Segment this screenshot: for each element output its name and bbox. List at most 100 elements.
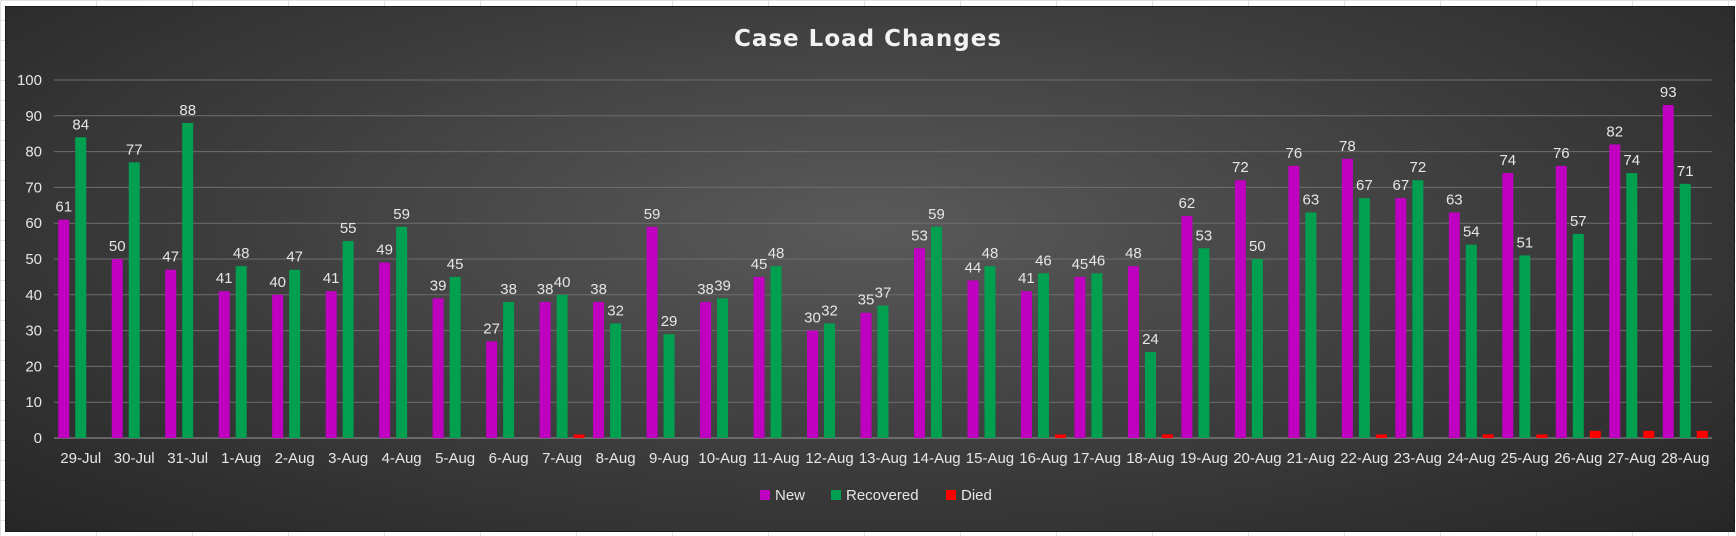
data-label-recovered: 53 xyxy=(1196,227,1213,244)
bar-recovered xyxy=(75,137,87,438)
bar-recovered xyxy=(770,266,782,438)
data-label-recovered: 39 xyxy=(714,277,731,294)
bar-died xyxy=(1375,434,1387,438)
data-label-new: 50 xyxy=(109,238,126,255)
bar-new xyxy=(1234,180,1246,439)
x-tick-label: 4-Aug xyxy=(382,450,422,467)
legend-swatch-died xyxy=(946,490,956,500)
x-tick-label: 22-Aug xyxy=(1340,450,1388,467)
x-tick-label: 12-Aug xyxy=(805,450,853,467)
bar-recovered xyxy=(663,334,675,438)
bar-died xyxy=(1589,430,1601,438)
gridlines xyxy=(54,79,1712,439)
bars xyxy=(58,105,1708,439)
data-label-recovered: 32 xyxy=(607,302,624,319)
data-label-recovered: 50 xyxy=(1249,238,1266,255)
data-label-new: 40 xyxy=(269,274,286,291)
data-label-new: 48 xyxy=(1125,245,1142,262)
x-tick-label: 18-Aug xyxy=(1126,450,1174,467)
data-label-recovered: 24 xyxy=(1142,331,1159,348)
data-label-new: 38 xyxy=(590,281,607,298)
legend-label-new: New xyxy=(775,487,805,504)
data-label-recovered: 54 xyxy=(1463,224,1480,241)
data-label-recovered: 74 xyxy=(1623,152,1640,169)
x-tick-label: 28-Aug xyxy=(1661,450,1709,467)
bar-recovered xyxy=(717,298,729,438)
data-label-recovered: 84 xyxy=(72,116,89,133)
legend-swatch-recovered xyxy=(831,490,841,500)
bar-new xyxy=(1288,165,1300,439)
bar-died xyxy=(573,434,585,438)
data-label-new: 38 xyxy=(537,281,554,298)
x-tick-label: 1-Aug xyxy=(221,450,261,467)
bar-new xyxy=(1609,144,1621,438)
bar-new xyxy=(860,312,872,438)
x-tick-label: 11-Aug xyxy=(752,450,799,467)
y-tick-label: 60 xyxy=(25,215,42,232)
data-label-recovered: 67 xyxy=(1356,177,1373,194)
y-tick-label: 80 xyxy=(25,144,42,161)
data-label-new: 27 xyxy=(483,320,500,337)
bar-new xyxy=(58,219,70,438)
bar-recovered xyxy=(1626,173,1638,438)
data-label-recovered: 72 xyxy=(1409,159,1426,176)
bar-recovered xyxy=(877,305,889,438)
x-tick-label: 24-Aug xyxy=(1447,450,1495,467)
y-tick-label: 10 xyxy=(25,394,42,411)
bar-new xyxy=(753,276,765,438)
bar-new xyxy=(218,291,230,438)
chart-area[interactable] xyxy=(5,6,1735,532)
bar-new xyxy=(1502,173,1514,438)
data-label-recovered: 88 xyxy=(179,102,196,119)
bar-recovered xyxy=(1091,273,1103,438)
bar-died xyxy=(1482,434,1494,438)
x-tick-label: 23-Aug xyxy=(1394,450,1442,467)
x-tick-label: 9-Aug xyxy=(649,450,689,467)
y-tick-label: 0 xyxy=(34,430,42,447)
legend: New Recovered Died xyxy=(760,487,992,504)
x-tick-label: 29-Jul xyxy=(60,450,101,467)
y-tick-label: 20 xyxy=(25,358,42,375)
bar-recovered xyxy=(1251,259,1263,438)
x-tick-label: 25-Aug xyxy=(1501,450,1549,467)
y-tick-label: 100 xyxy=(17,72,42,89)
bar-new xyxy=(325,291,337,438)
bar-new xyxy=(1555,165,1567,439)
bar-recovered xyxy=(449,276,461,438)
data-label-new: 35 xyxy=(858,292,875,309)
data-label-recovered: 71 xyxy=(1677,163,1694,180)
bar-new xyxy=(272,294,284,438)
data-label-new: 41 xyxy=(1018,270,1035,287)
bar-new xyxy=(111,259,123,438)
bar-died xyxy=(1643,430,1655,438)
data-label-new: 63 xyxy=(1446,191,1463,208)
bar-recovered xyxy=(930,226,942,438)
x-tick-label: 2-Aug xyxy=(275,450,315,467)
bar-new xyxy=(1662,105,1674,438)
data-label-new: 38 xyxy=(697,281,714,298)
x-tick-label: 27-Aug xyxy=(1608,450,1656,467)
y-tick-label: 90 xyxy=(25,108,42,125)
bar-recovered xyxy=(1144,352,1156,438)
x-tick-label: 31-Jul xyxy=(167,450,208,467)
data-label-new: 41 xyxy=(216,270,233,287)
data-label-new: 67 xyxy=(1392,177,1409,194)
bar-recovered xyxy=(1679,183,1691,438)
bar-recovered xyxy=(1465,244,1477,438)
data-label-new: 76 xyxy=(1286,145,1303,162)
data-label-new: 76 xyxy=(1553,145,1570,162)
bar-new xyxy=(539,301,551,438)
data-label-new: 82 xyxy=(1606,123,1623,140)
data-label-recovered: 47 xyxy=(286,249,303,266)
bar-new xyxy=(646,226,658,438)
legend-label-recovered: Recovered xyxy=(846,487,919,504)
x-tick-label: 26-Aug xyxy=(1554,450,1602,467)
chart-title: Case Load Changes xyxy=(734,26,1002,52)
bar-new xyxy=(913,248,925,438)
x-tick-label: 7-Aug xyxy=(542,450,582,467)
bar-recovered xyxy=(235,266,247,438)
x-tick-label: 13-Aug xyxy=(859,450,907,467)
y-tick-label: 70 xyxy=(25,179,42,196)
bar-new xyxy=(593,301,605,438)
